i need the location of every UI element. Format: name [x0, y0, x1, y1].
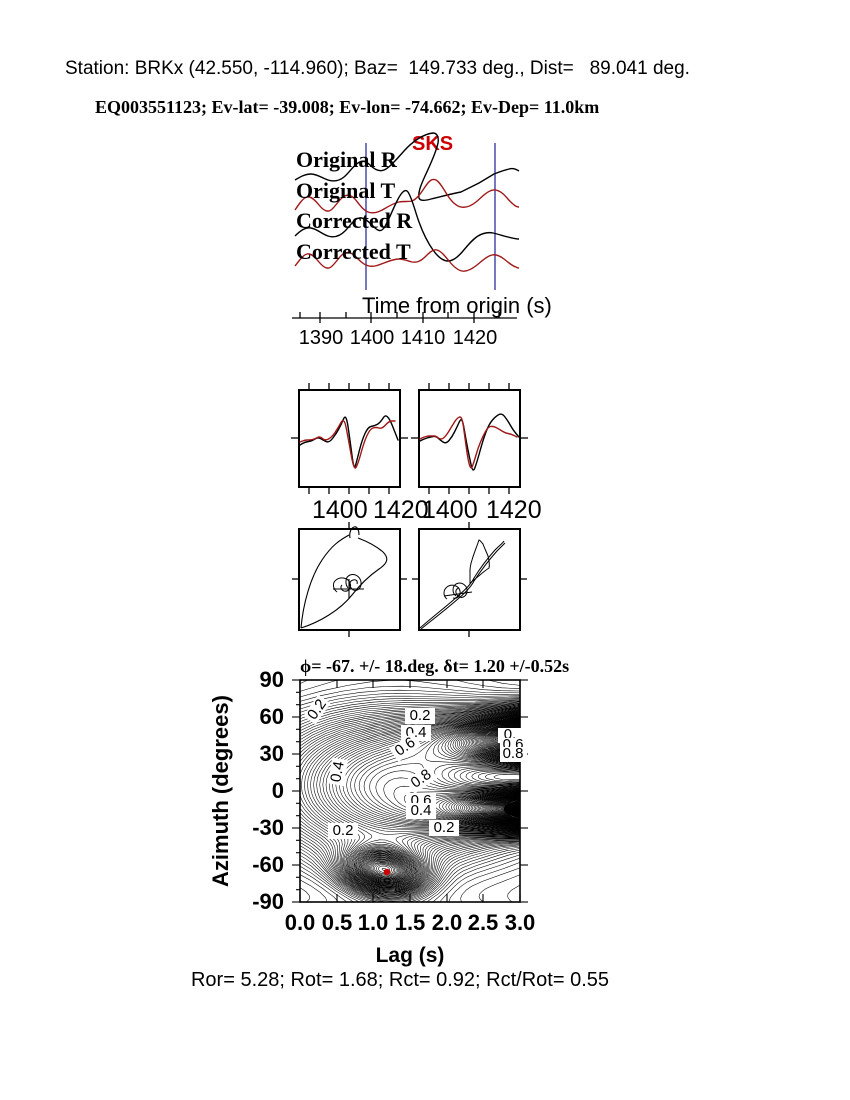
svg-text:3.0: 3.0 — [505, 910, 536, 935]
svg-text:Lag (s): Lag (s) — [376, 944, 445, 967]
svg-text:1420: 1420 — [453, 327, 498, 349]
svg-text:1420: 1420 — [373, 496, 429, 524]
svg-text:0.4: 0.4 — [327, 760, 347, 783]
svg-text:1410: 1410 — [401, 327, 446, 349]
svg-text:30: 30 — [260, 741, 284, 766]
svg-text:SKS: SKS — [412, 133, 453, 155]
svg-text:90: 90 — [260, 667, 284, 692]
svg-text:-30: -30 — [252, 815, 284, 840]
svg-text:0.0: 0.0 — [285, 910, 316, 935]
svg-text:-60: -60 — [252, 852, 284, 877]
svg-text:1390: 1390 — [299, 327, 344, 349]
svg-text:2.0: 2.0 — [432, 910, 463, 935]
svg-text:0: 0 — [272, 778, 284, 803]
svg-text:0.4: 0.4 — [411, 802, 432, 819]
svg-text:1400: 1400 — [312, 496, 368, 524]
svg-text:Original T: Original T — [296, 178, 396, 203]
svg-text:0.5: 0.5 — [322, 910, 353, 935]
svg-text:1400: 1400 — [350, 327, 395, 349]
svg-text:0.2: 0.2 — [333, 822, 354, 839]
svg-text:1.5: 1.5 — [395, 910, 426, 935]
svg-text:Corrected T: Corrected T — [296, 239, 411, 264]
svg-text:ϕ= -67. +/- 18.deg. δt= 1.20: ϕ= -67. +/- 18.deg. δt= 1.20 +/-0.52s — [300, 656, 569, 676]
svg-text:0.2: 0.2 — [410, 707, 431, 724]
svg-text:60: 60 — [260, 704, 284, 729]
svg-text:Original R: Original R — [296, 147, 398, 172]
svg-text:Corrected R: Corrected R — [296, 208, 413, 233]
svg-text:2.5: 2.5 — [468, 910, 499, 935]
svg-text:0.8: 0.8 — [503, 745, 524, 762]
svg-text:1420: 1420 — [486, 496, 542, 524]
svg-text:-90: -90 — [252, 889, 284, 914]
svg-text:Azimuth (degrees): Azimuth (degrees) — [208, 695, 233, 887]
svg-text:1400: 1400 — [422, 496, 478, 524]
svg-text:0.2: 0.2 — [434, 819, 455, 836]
svg-text:Time from origin (s): Time from origin (s) — [362, 293, 552, 318]
svg-text:1.0: 1.0 — [358, 910, 389, 935]
svg-text:Ror= 5.28; Rot= 1.68; Rct= 0.9: Ror= 5.28; Rot= 1.68; Rct= 0.92; Rct/Rot… — [191, 969, 609, 991]
